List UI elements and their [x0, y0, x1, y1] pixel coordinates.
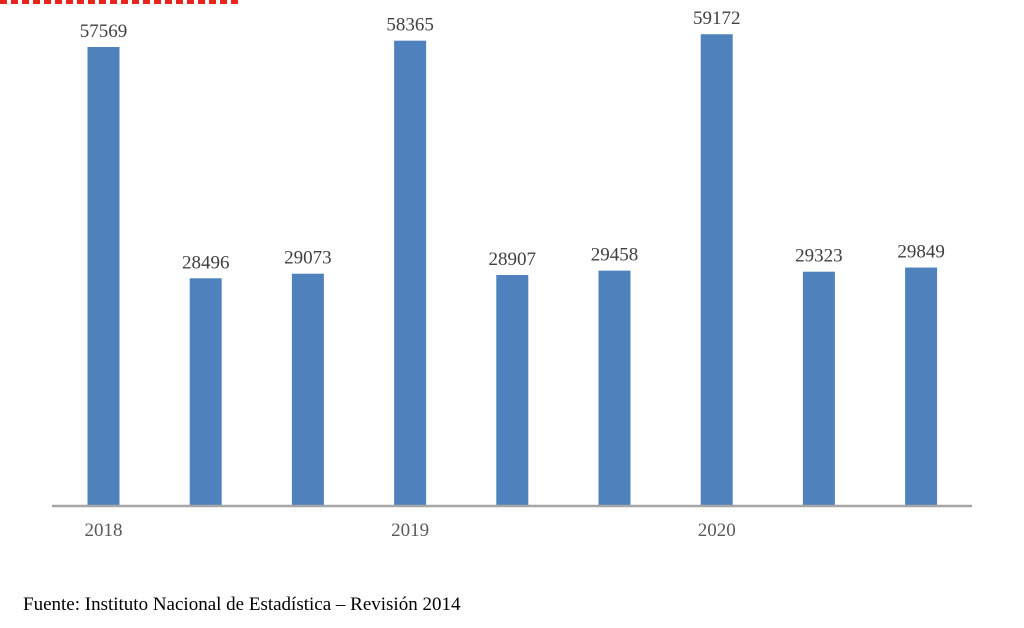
red-dashed-divider [0, 0, 240, 4]
bar [189, 278, 222, 505]
bar [291, 273, 324, 505]
bar [87, 47, 120, 505]
bar [905, 267, 938, 505]
bar [598, 270, 631, 505]
data-label: 28907 [489, 249, 537, 270]
data-label: 28496 [182, 252, 230, 273]
data-label: 29849 [897, 242, 945, 263]
x-tick-label: 2019 [391, 520, 429, 541]
x-tick-label: 2018 [85, 520, 123, 541]
source-note: Fuente: Instituto Nacional de Estadístic… [23, 594, 461, 615]
data-label: 29323 [795, 246, 843, 267]
data-label: 58365 [386, 15, 434, 36]
bar [802, 271, 835, 505]
x-tick-label: 2020 [698, 520, 736, 541]
bar [496, 275, 529, 505]
bar-chart: 57569 28496 29073 58365 28907 29458 59172 29323… [52, 8, 972, 541]
data-labels-group: 57569 28496 29073 58365 28907 29458 59172 29323… [80, 8, 945, 273]
data-label: 57569 [80, 21, 128, 42]
bar [700, 34, 733, 505]
x-tick-labels-group: 2018 2019 2020 [85, 520, 736, 541]
bars-group [87, 34, 938, 505]
data-label: 59172 [693, 8, 741, 29]
bar [394, 40, 427, 505]
data-label: 29458 [591, 245, 639, 266]
data-label: 29073 [284, 248, 332, 269]
